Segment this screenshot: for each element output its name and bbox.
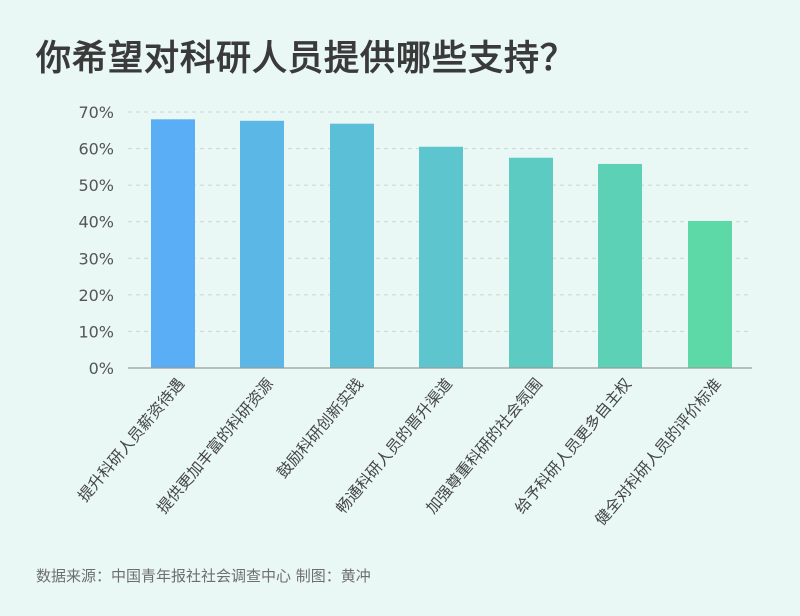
y-tick-label: 50% [78,176,114,195]
source-note: 数据来源：中国青年报社社会调查中心 制图：黄冲 [36,567,371,585]
y-tick-label: 10% [78,322,114,341]
y-tick-label: 20% [78,286,114,305]
y-tick-label: 0% [89,359,114,378]
y-tick-label: 60% [78,140,114,159]
bar [419,146,463,368]
bar [151,119,195,368]
bar [688,220,732,368]
bar [240,120,284,368]
bar [598,163,642,368]
bars [151,119,732,369]
y-tick-label: 30% [78,249,114,268]
bar [330,123,374,369]
chart-title: 你希望对科研人员提供哪些支持？ [36,39,577,79]
category-labels: 提升科研人员薪资待遇提供更加丰富的科研资源鼓励科研创新实践畅通科研人员的晋升渠道… [75,375,725,529]
bar [509,157,553,368]
y-tick-label: 70% [78,103,114,122]
y-tick-labels: 0% 10% 20% 30% 40% 50% 60% 70% [78,103,114,378]
category-label: 鼓励科研创新实践 [274,375,368,482]
y-tick-label: 40% [78,213,114,232]
